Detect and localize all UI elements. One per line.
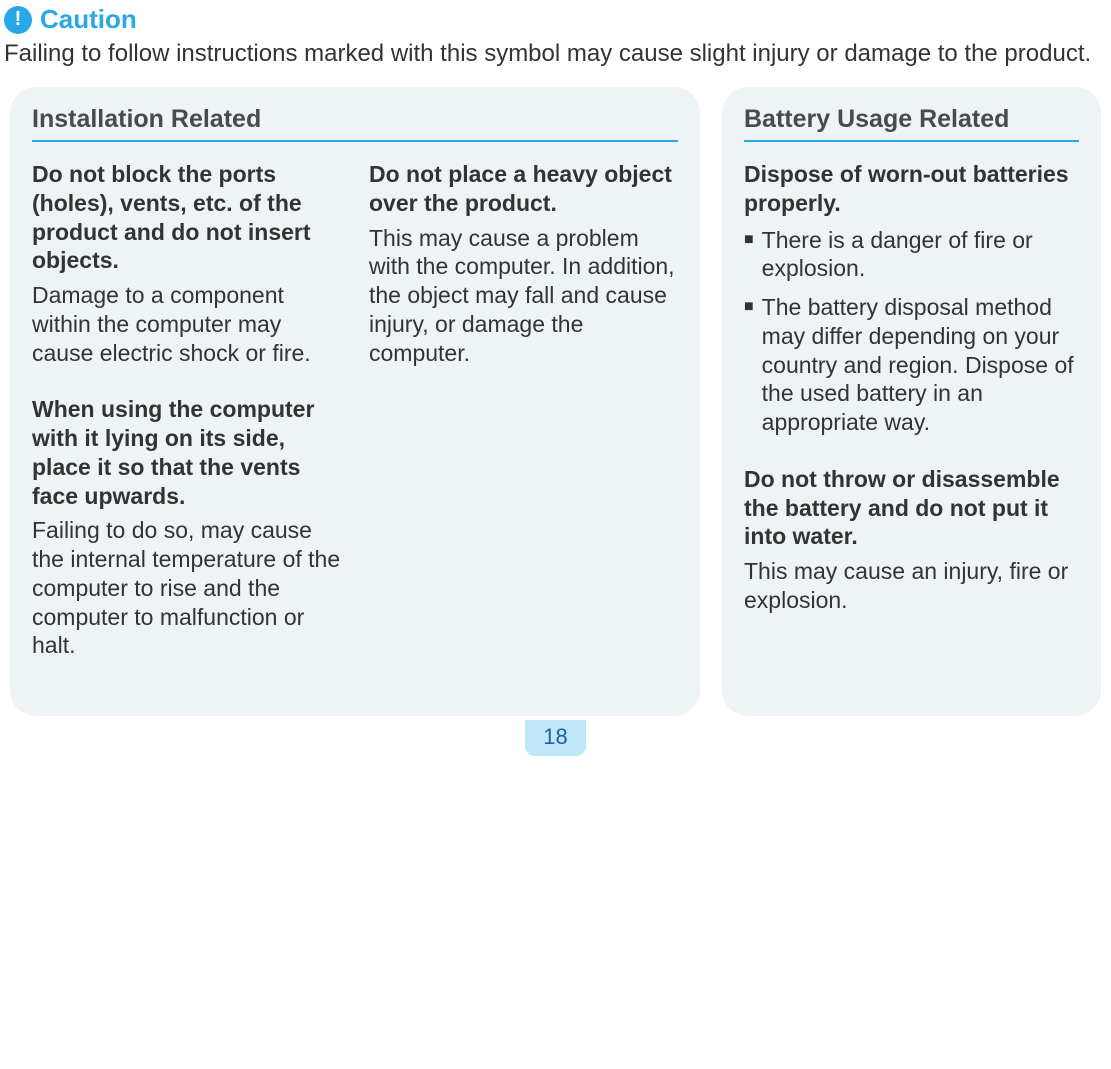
item-title: Do not throw or disassemble the battery …: [744, 465, 1079, 551]
square-bullet-icon: ■: [744, 293, 754, 321]
item-title: Do not place a heavy object over the pro…: [369, 160, 678, 218]
page-number: 18: [525, 720, 585, 756]
installation-item: Do not place a heavy object over the pro…: [369, 160, 678, 367]
installation-panel-title: Installation Related: [32, 105, 678, 142]
bullet-list: ■ There is a danger of fire or explosion…: [744, 226, 1079, 437]
item-title: Dispose of worn-out batteries properly.: [744, 160, 1079, 218]
installation-panel: Installation Related Do not block the po…: [10, 87, 700, 716]
panels-row: Installation Related Do not block the po…: [0, 87, 1111, 716]
installation-columns: Do not block the ports (holes), vents, e…: [32, 160, 678, 688]
item-body: Damage to a component within the compute…: [32, 281, 341, 367]
battery-panel-title: Battery Usage Related: [744, 105, 1079, 142]
caution-description: Failing to follow instructions marked wi…: [0, 39, 1111, 87]
caution-exclamation-icon: !: [4, 6, 32, 34]
item-title: When using the computer with it lying on…: [32, 395, 341, 510]
square-bullet-icon: ■: [744, 226, 754, 254]
list-item: ■ The battery disposal method may differ…: [744, 293, 1079, 437]
caution-label: Caution: [40, 4, 137, 35]
bullet-text: The battery disposal method may differ d…: [762, 293, 1079, 437]
list-item: ■ There is a danger of fire or explosion…: [744, 226, 1079, 284]
battery-item: Dispose of worn-out batteries properly. …: [744, 160, 1079, 437]
battery-item: Do not throw or disassemble the battery …: [744, 465, 1079, 615]
item-body: This may cause an injury, fire or explos…: [744, 557, 1079, 615]
page-number-wrap: 18: [0, 720, 1111, 756]
item-title: Do not block the ports (holes), vents, e…: [32, 160, 341, 275]
bullet-text: There is a danger of fire or explosion.: [762, 226, 1079, 284]
item-body: Failing to do so, may cause the internal…: [32, 516, 341, 660]
installation-col-1: Do not block the ports (holes), vents, e…: [32, 160, 341, 688]
installation-item: When using the computer with it lying on…: [32, 395, 341, 660]
installation-col-2: Do not place a heavy object over the pro…: [369, 160, 678, 688]
battery-panel: Battery Usage Related Dispose of worn-ou…: [722, 87, 1101, 716]
installation-item: Do not block the ports (holes), vents, e…: [32, 160, 341, 367]
caution-header: ! Caution: [0, 4, 1111, 35]
item-body: This may cause a problem with the comput…: [369, 224, 678, 368]
